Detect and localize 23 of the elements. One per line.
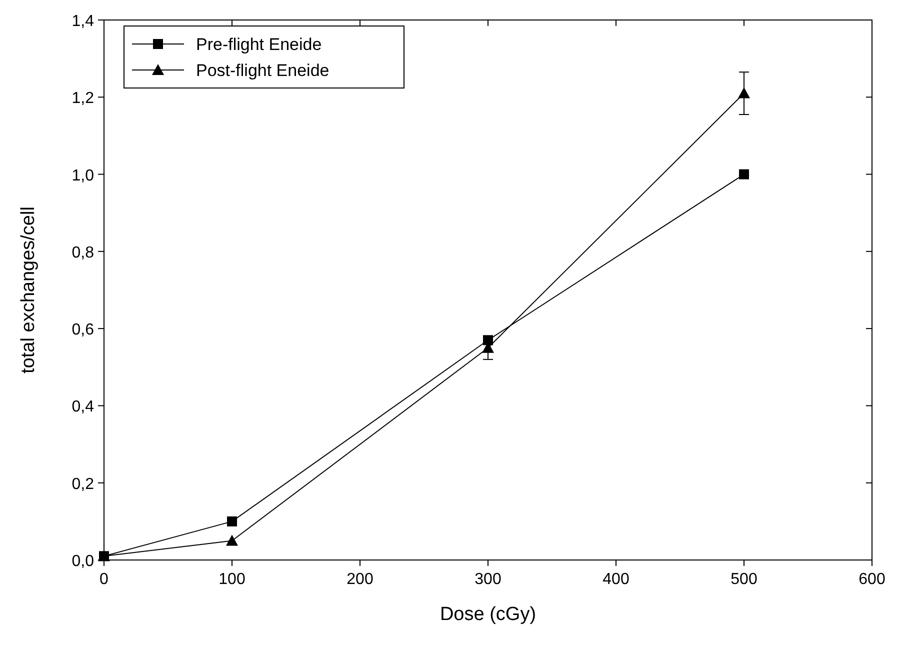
legend-label: Post-flight Eneide <box>196 61 330 80</box>
point <box>227 516 237 526</box>
y-tick-label: 0,4 <box>72 398 94 416</box>
point <box>226 534 238 546</box>
y-tick-label: 0,0 <box>72 553 94 570</box>
point <box>738 87 750 98</box>
x-tick-label: 300 <box>474 571 502 588</box>
x-tick-label: 600 <box>858 571 886 588</box>
x-tick-label: 500 <box>730 571 758 588</box>
y-tick-label: 0,6 <box>72 322 94 339</box>
y-tick-label: 1,2 <box>72 90 94 108</box>
y-tick-label: 0,8 <box>72 244 94 262</box>
y-tick-label: 1,0 <box>72 167 94 184</box>
x-tick-label: 0 <box>100 571 109 588</box>
legend-label: Pre-flight Eneide <box>196 35 322 54</box>
y-tick-label: 1,4 <box>72 13 94 30</box>
x-axis-title: Dose (cGy) <box>440 604 536 625</box>
x-tick-label: 100 <box>218 571 246 588</box>
x-tick-label: 200 <box>346 571 374 588</box>
x-tick-label: 400 <box>602 571 630 588</box>
point <box>739 169 749 180</box>
y-axis-title: total exchanges/cell <box>18 206 39 374</box>
y-tick-label: 0,2 <box>72 476 94 493</box>
